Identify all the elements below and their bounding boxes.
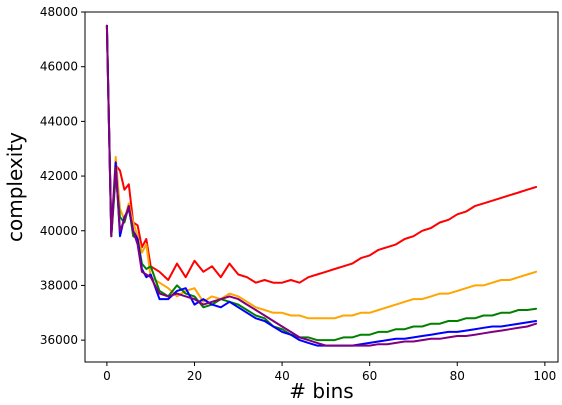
- x-tick-label: 20: [187, 369, 202, 383]
- x-axis-ticks: 0 20 40 60 80 100: [103, 362, 556, 383]
- plot-area: [84, 11, 559, 363]
- y-tick-label: 42000: [40, 169, 78, 183]
- x-tick-label: 100: [533, 369, 556, 383]
- y-tick-label: 44000: [40, 114, 78, 128]
- y-tick-label: 46000: [40, 60, 78, 74]
- series-line-2: [105, 24, 538, 320]
- x-tick-label: 80: [450, 369, 465, 383]
- series-line-5: [105, 24, 538, 347]
- x-tick-label: 40: [274, 369, 289, 383]
- series-group: [105, 24, 538, 347]
- y-tick-label: 36000: [40, 333, 78, 347]
- y-tick-label: 40000: [40, 224, 78, 238]
- series-line-1: [105, 24, 538, 284]
- x-tick-label: 60: [362, 369, 377, 383]
- y-axis-label: complexity: [3, 132, 27, 242]
- y-tick-label: 48000: [40, 5, 78, 19]
- series-line-3: [105, 24, 538, 342]
- series-line-4: [105, 24, 538, 347]
- y-tick-label: 38000: [40, 278, 78, 292]
- y-axis-ticks: 36000 38000 40000 42000 44000 46000 48000: [40, 5, 85, 347]
- x-tick-label: 0: [103, 369, 111, 383]
- x-axis-label: # bins: [289, 379, 353, 403]
- plot-frame: [84, 11, 559, 363]
